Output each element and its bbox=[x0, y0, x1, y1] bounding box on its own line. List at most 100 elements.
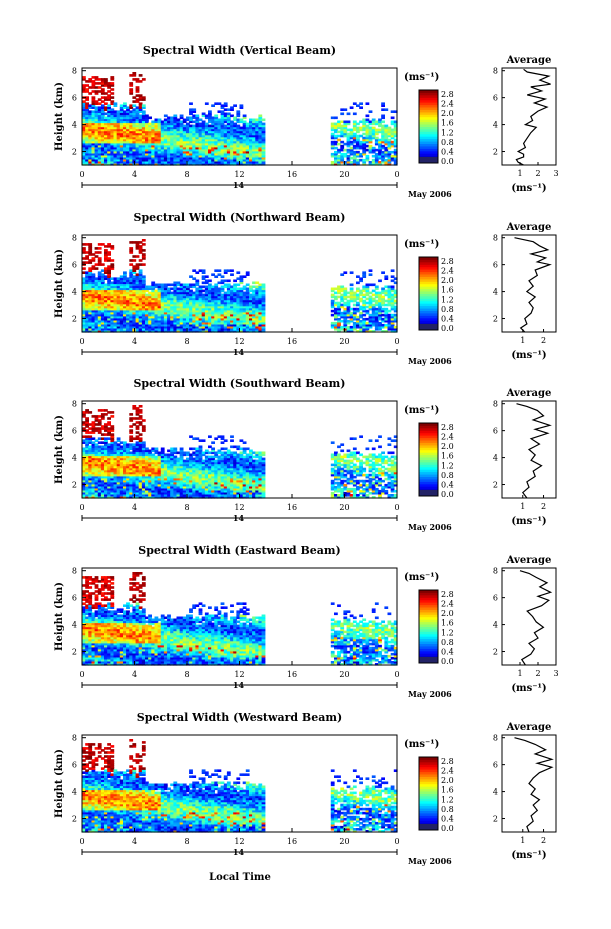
heatmap-cell bbox=[88, 144, 93, 148]
heatmap-cell bbox=[242, 307, 247, 311]
heatmap-cell bbox=[230, 313, 234, 317]
heatmap-cell bbox=[255, 130, 260, 134]
date-label: May 2006 bbox=[408, 356, 452, 366]
heatmap-cell bbox=[186, 128, 190, 132]
heatmap-cell bbox=[349, 136, 354, 140]
heatmap-cell bbox=[113, 120, 118, 124]
heatmap-cell bbox=[233, 150, 237, 154]
heatmap-cell bbox=[123, 328, 127, 331]
colorbar-segment bbox=[419, 104, 438, 108]
heatmap-cell bbox=[384, 275, 389, 278]
heatmap-cell bbox=[94, 120, 99, 124]
heatmap-cell bbox=[233, 158, 237, 162]
heatmap-cell bbox=[242, 328, 247, 331]
heatmap-cell bbox=[368, 148, 373, 152]
heatmap-cell bbox=[82, 307, 86, 311]
heatmap-cell bbox=[135, 319, 140, 323]
heatmap-cell bbox=[182, 328, 187, 331]
heatmap-cell bbox=[104, 122, 108, 126]
heatmap-cell bbox=[167, 315, 171, 319]
heatmap-cell bbox=[148, 305, 152, 309]
heatmap-cell bbox=[230, 299, 234, 303]
heatmap-cell bbox=[356, 140, 360, 144]
heatmap-cell bbox=[157, 120, 162, 124]
heatmap-cell bbox=[252, 285, 256, 289]
heatmap-cell bbox=[258, 154, 263, 158]
heatmap-cell bbox=[154, 305, 159, 309]
heatmap-cell bbox=[230, 114, 234, 118]
heatmap-cell bbox=[173, 118, 178, 122]
heatmap-cell bbox=[220, 307, 225, 311]
heatmap-cell bbox=[242, 319, 247, 323]
heatmap-cell bbox=[195, 321, 200, 325]
heatmap-cell bbox=[132, 307, 137, 311]
y-tick-label: 6 bbox=[72, 94, 77, 103]
heatmap-cell bbox=[245, 156, 250, 160]
heatmap-cell bbox=[179, 134, 184, 138]
heatmap-cell bbox=[195, 118, 200, 122]
heatmap-cell bbox=[163, 299, 168, 303]
heatmap-cell bbox=[217, 303, 222, 307]
heatmap-cell bbox=[255, 144, 260, 148]
heatmap-cell bbox=[104, 154, 108, 158]
average-x-label: (ms⁻¹) bbox=[511, 183, 546, 194]
heatmap-cell bbox=[141, 328, 146, 331]
heatmap-cell bbox=[163, 321, 168, 325]
heatmap-cell bbox=[160, 293, 165, 297]
heatmap-cell bbox=[186, 307, 190, 311]
heatmap-cell bbox=[179, 122, 184, 126]
heatmap-cell bbox=[346, 301, 351, 305]
heatmap-cell bbox=[170, 311, 174, 315]
heatmap-cell bbox=[239, 163, 244, 166]
heatmap-cell bbox=[393, 154, 398, 158]
y-tick-label: 2 bbox=[72, 148, 77, 157]
heatmap-cell bbox=[236, 150, 241, 154]
heatmap-cell bbox=[368, 128, 373, 132]
heatmap-cell bbox=[214, 285, 219, 289]
heatmap-cell bbox=[217, 161, 222, 164]
heatmap-cell bbox=[97, 158, 102, 162]
heatmap-cell bbox=[148, 116, 152, 120]
heatmap-cell bbox=[217, 152, 222, 156]
heatmap-cell bbox=[100, 84, 105, 87]
heatmap-cell bbox=[163, 136, 168, 140]
heatmap-cell bbox=[195, 136, 200, 140]
average-y-tick-label: 4 bbox=[493, 121, 498, 130]
heatmap-cell bbox=[223, 148, 228, 152]
heatmap-cell bbox=[132, 120, 137, 124]
heatmap-cell bbox=[167, 293, 171, 297]
heatmap-cell bbox=[129, 82, 134, 85]
heatmap-cell bbox=[97, 271, 102, 274]
heatmap-cell bbox=[220, 323, 225, 327]
heatmap-cell bbox=[192, 293, 197, 297]
heatmap-cell bbox=[129, 90, 134, 93]
heatmap-cell bbox=[211, 317, 215, 321]
heatmap-cell bbox=[119, 106, 124, 109]
heatmap-cell bbox=[151, 325, 156, 329]
heatmap-cell bbox=[116, 124, 121, 128]
heatmap-cell bbox=[129, 126, 134, 130]
heatmap-cell bbox=[179, 287, 184, 291]
heatmap-cell bbox=[252, 128, 256, 132]
heatmap-cell bbox=[261, 158, 266, 162]
heatmap-cell bbox=[365, 144, 370, 148]
heatmap-cell bbox=[160, 325, 165, 329]
heatmap-cell bbox=[208, 161, 212, 164]
heatmap-cell bbox=[148, 134, 152, 138]
heatmap-cell bbox=[252, 281, 256, 285]
heatmap-cell bbox=[104, 317, 108, 321]
heatmap-cell bbox=[220, 126, 225, 130]
heatmap-cell bbox=[138, 106, 143, 109]
heatmap-cell bbox=[334, 116, 338, 120]
heatmap-cell bbox=[368, 130, 373, 134]
heatmap-cell bbox=[154, 297, 159, 301]
heatmap-cell bbox=[258, 311, 263, 315]
heatmap-cell bbox=[110, 299, 115, 303]
heatmap-cell bbox=[226, 289, 231, 293]
heatmap-cell bbox=[138, 96, 143, 99]
colorbar-segment bbox=[419, 153, 438, 157]
heatmap-cell bbox=[352, 126, 357, 130]
heatmap-cell bbox=[126, 297, 130, 301]
heatmap-cell bbox=[239, 303, 244, 307]
heatmap-cell bbox=[245, 330, 250, 333]
